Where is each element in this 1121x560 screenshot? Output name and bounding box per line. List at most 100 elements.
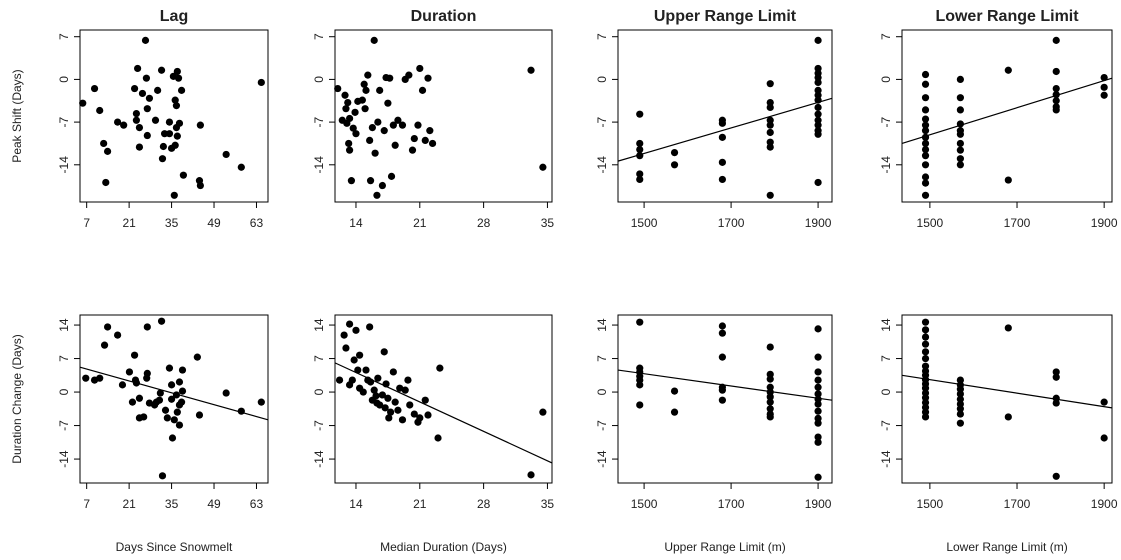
point: [921, 348, 930, 356]
point: [352, 326, 360, 334]
point: [340, 331, 348, 339]
point: [391, 398, 399, 406]
point: [360, 80, 368, 88]
point: [814, 353, 822, 361]
point: [814, 390, 822, 398]
point: [370, 36, 378, 44]
point: [114, 331, 122, 339]
point: [636, 170, 644, 178]
point: [921, 70, 930, 79]
x-tick-label: 63: [250, 216, 264, 230]
point: [82, 374, 90, 382]
y-tick-label: 14: [595, 318, 609, 332]
point: [222, 150, 230, 159]
chart-title: Upper Range Limit: [654, 8, 797, 25]
point: [814, 400, 822, 408]
y-tick-label: -14: [595, 156, 609, 174]
point: [196, 121, 204, 129]
point: [921, 115, 930, 123]
point: [380, 348, 388, 356]
point: [389, 368, 397, 376]
x-tick-label: 28: [477, 216, 491, 230]
point: [143, 105, 151, 113]
point: [814, 368, 822, 376]
y-tick-label: 0: [879, 388, 893, 395]
point: [175, 378, 184, 386]
point: [539, 163, 547, 171]
point: [138, 89, 147, 98]
y-tick-label: -14: [57, 450, 71, 468]
point: [921, 80, 930, 88]
y-tick-label: -7: [57, 116, 71, 127]
point: [527, 66, 535, 74]
point: [410, 410, 418, 418]
point: [527, 471, 535, 479]
plot-frame: [79, 29, 269, 203]
point: [406, 401, 414, 409]
x-tick-label: 35: [541, 216, 555, 230]
y-tick-label: 0: [879, 76, 893, 83]
point: [179, 171, 187, 179]
point: [171, 96, 179, 104]
x-tick-label: 7: [83, 216, 90, 230]
point: [345, 320, 354, 328]
point: [173, 67, 181, 76]
point: [814, 178, 822, 187]
point: [128, 398, 137, 406]
point: [334, 84, 342, 93]
point: [956, 405, 964, 413]
y-tick-label: 7: [595, 355, 609, 362]
point: [345, 146, 354, 154]
point: [1004, 176, 1012, 184]
point: [921, 139, 930, 148]
point: [814, 383, 822, 391]
y-tick-label: 0: [57, 76, 71, 83]
point: [434, 434, 442, 442]
chart-title: Duration: [411, 8, 477, 25]
point: [1052, 472, 1060, 480]
point: [814, 78, 822, 87]
point: [173, 408, 181, 416]
point: [814, 407, 822, 415]
point: [956, 106, 964, 114]
y-tick-label: -7: [595, 420, 609, 431]
point: [921, 161, 930, 169]
point: [921, 354, 930, 363]
point: [257, 78, 265, 87]
point: [167, 381, 176, 389]
point: [436, 364, 444, 372]
point: [120, 121, 128, 129]
point: [387, 408, 395, 416]
point: [177, 398, 186, 406]
point: [921, 179, 930, 187]
x-tick-label: 7: [83, 497, 90, 511]
point: [670, 161, 679, 169]
x-tick-label: 1700: [718, 216, 745, 230]
point: [814, 433, 822, 441]
point: [257, 398, 265, 406]
point: [766, 343, 774, 351]
y-tick-label: -14: [57, 156, 71, 174]
x-tick-label: 1900: [805, 216, 832, 230]
point: [381, 404, 389, 412]
point: [418, 86, 427, 94]
x-tick-label: 1900: [1091, 497, 1118, 511]
point: [143, 369, 151, 377]
point: [371, 149, 379, 157]
point: [416, 414, 424, 422]
point: [135, 123, 144, 132]
point: [348, 376, 356, 384]
point: [237, 163, 245, 171]
x-tick-label: 21: [413, 497, 427, 511]
y-tick-label: -7: [879, 420, 893, 431]
point: [158, 155, 167, 163]
point: [1004, 324, 1012, 332]
point: [636, 401, 644, 409]
point: [193, 353, 201, 361]
point: [1052, 106, 1060, 114]
y-tick-label: -7: [312, 420, 326, 431]
point: [341, 91, 349, 99]
point: [921, 121, 930, 129]
point: [1100, 83, 1108, 91]
